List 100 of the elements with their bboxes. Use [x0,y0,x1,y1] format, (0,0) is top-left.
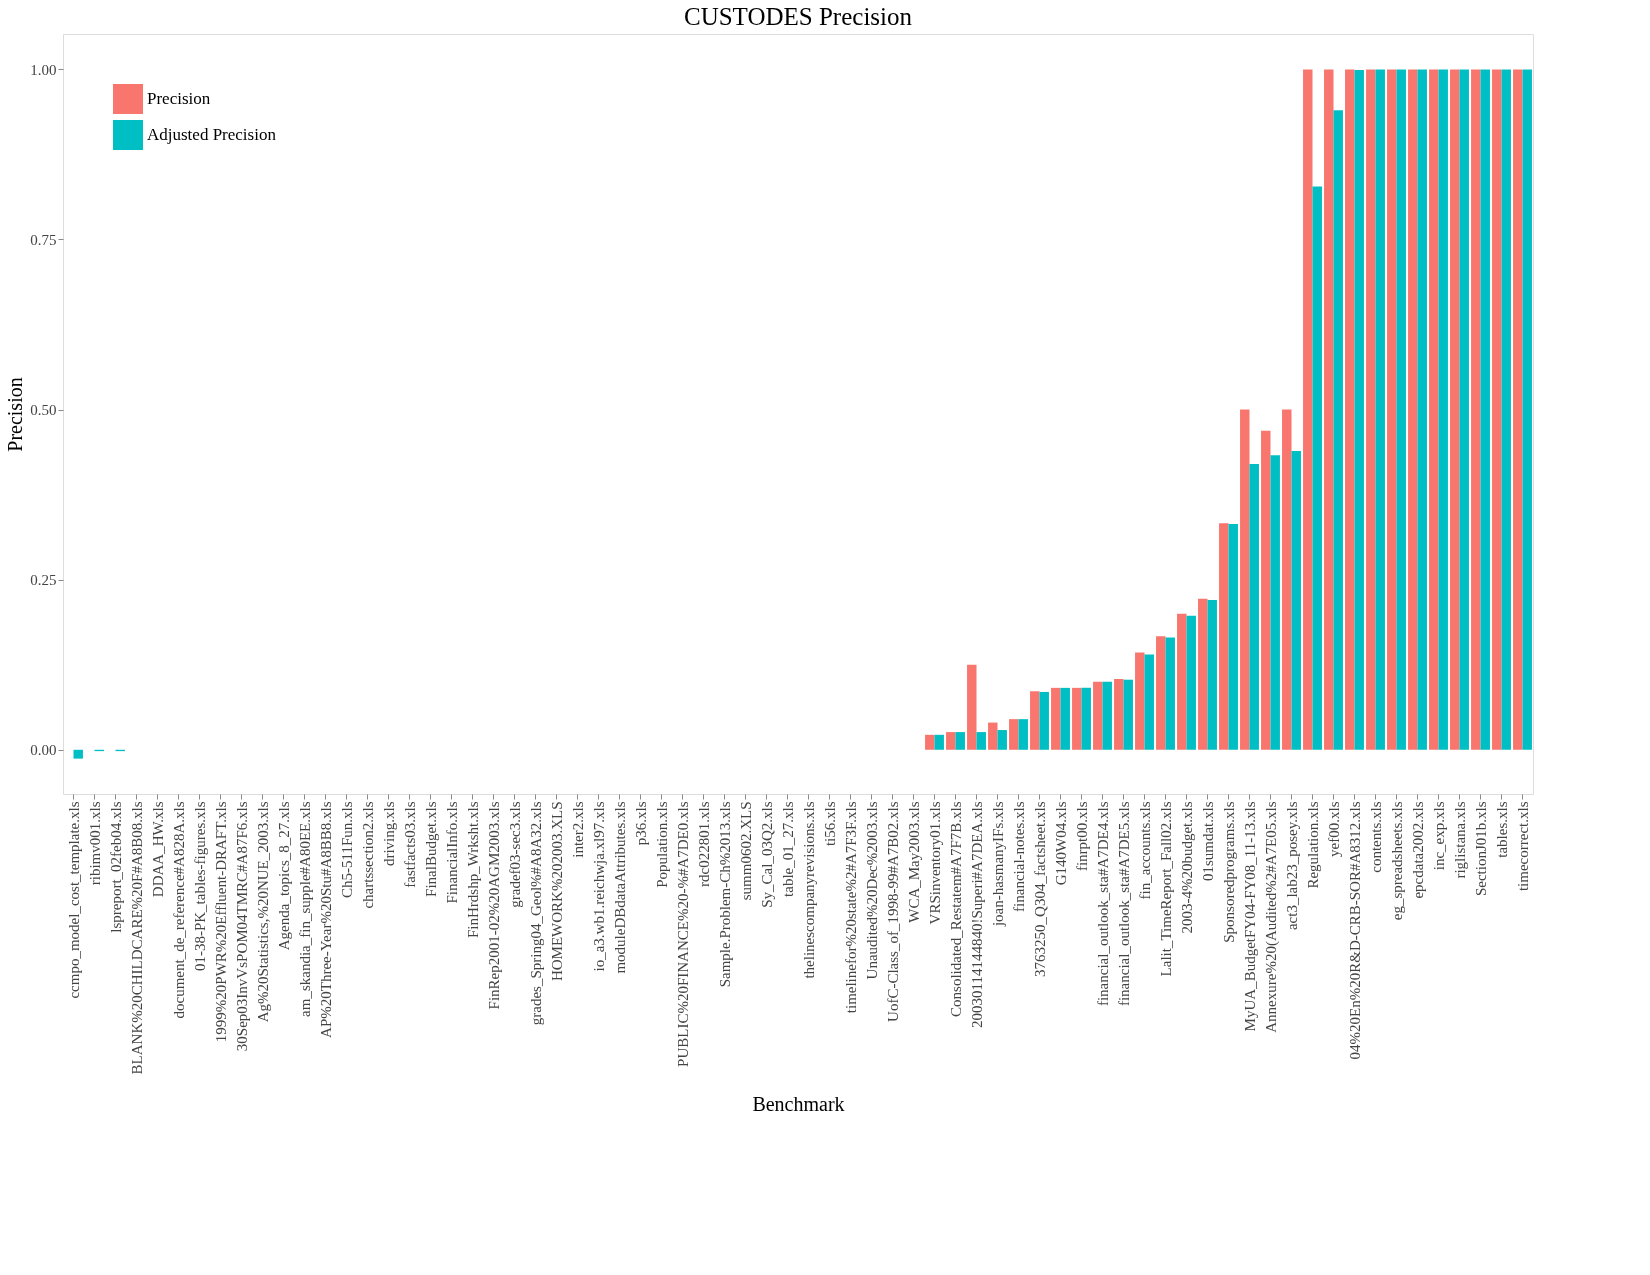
x-tick-label: Consolidated_Restatem#A7F7B.xls [947,801,964,1017]
bar [1501,69,1511,750]
x-tick-label: ccmpo_model_cost_template.xls [65,801,82,999]
x-tick-label: 04%20En%20R&D-CRB-SOR#A8312.xls [1346,801,1363,1060]
x-tick-label: Sample.Problem-Ch%2013.xls [716,801,733,988]
bar [1459,69,1469,750]
bar [1429,69,1439,750]
bar [1249,464,1259,750]
x-tick-label: gradef03-sec3.xls [506,801,523,908]
bar [1135,652,1145,750]
x-tick-label: 1999%20PWR%20Effluent-DRAFT.xls [212,801,229,1043]
x-tick-label: 30Sep03InvVsPOM04TMRC#A87F6.xls [233,801,250,1052]
bar [1186,615,1196,750]
bar [1177,613,1187,750]
bar [934,734,944,750]
bar [1366,69,1376,750]
bar [1375,69,1385,750]
x-tick-label: Lalit_TimeReport_Fall02.xls [1157,801,1174,977]
bar [1123,679,1133,750]
legend-label: Precision [147,89,211,108]
x-tick-label: MyUA_BudgetFY04-FY08_11-13.xls [1241,801,1258,1032]
bar [1219,523,1229,750]
bar [1480,69,1490,750]
x-tick-label: fastfacts03.xls [401,801,418,888]
x-tick-label: inter2.xls [569,801,586,858]
bar [1270,455,1280,750]
legend-label: Adjusted Precision [147,125,277,144]
x-tick-label: BLANK%20CHILDCARE%20F#A8B08.xls [128,801,145,1075]
bar [1207,600,1217,750]
x-tick-label: am_skandia_fin_supple#A80EE.xls [296,801,313,1017]
bar [1261,430,1271,750]
x-tick-label: 20030114144840!Superi#A7DEA.xls [968,801,985,1029]
x-tick-label: lspreport_02feb04.xls [107,801,124,933]
x-tick-label: io_a3.wb1.reichwja.xl97.xls [590,801,607,972]
bar [1303,69,1313,750]
x-tick-label: 2003-4%20budget.xls [1178,801,1195,934]
x-tick-label: UofC-Class_of_1998-99#A7B02.xls [884,801,901,1022]
x-tick-label: FinalBudget.xls [422,801,439,897]
x-tick-label: Ag%20Statistics,%20NUE_2003.xls [254,801,271,1023]
bar [1471,69,1481,750]
x-tick-label: PUBLIC%20FINANCE%20-%#A7DE0.xls [674,801,691,1067]
bar [1324,69,1334,750]
bar [1417,69,1427,750]
bar [1144,654,1154,750]
bar [1345,69,1355,750]
x-tick-label: Sy_Cal_03Q2.xls [758,801,775,908]
x-tick-label: inc_exp.xls [1430,801,1447,871]
bar [1093,681,1103,750]
bar [1333,110,1343,750]
bar [1072,687,1082,750]
bar [1387,69,1397,750]
bar [1291,451,1301,750]
y-tick-label: 0.75 [30,231,57,248]
x-tick-label: chartssection2.xls [359,801,376,909]
x-tick-label: act3_lab23_posey.xls [1283,801,1300,931]
x-tick-label: thelinescompanyrevisions.xls [800,801,817,979]
bar [1438,69,1448,750]
bar [946,732,956,750]
x-tick-label: ti56.xls [821,801,838,847]
bar [1228,523,1238,750]
x-tick-label: HOMEWORK%202003.XLS [548,801,565,982]
x-tick-label: Agenda_topics_8_27.xls [275,801,292,951]
x-tick-label: G140W04.xls [1052,801,1069,886]
x-tick-label: 01-38-PK_tables-figures.xls [191,801,208,972]
bar [1165,637,1175,750]
x-tick-label: rdc022801.xls [695,801,712,887]
x-tick-label: AP%20Three-Year%20Stu#A8BB8.xls [317,801,334,1038]
bar [1156,636,1166,750]
bar [1513,69,1523,750]
y-axis-title: Precision [4,377,27,452]
x-tick-label: WCA_May2003.xls [905,801,922,923]
x-tick-label: document_de_reference#A828A.xls [170,801,187,1019]
bar [925,734,935,750]
y-tick-label: 0.50 [30,402,57,419]
x-tick-label: summ0602.XLS [737,801,754,901]
bar [1408,69,1418,750]
x-tick-label: financial_outlook_sta#A7DE5.xls [1115,801,1132,1007]
x-tick-label: eg_spreadsheets.xls [1388,801,1405,921]
bar [1009,719,1019,750]
x-tick-label: FinHrdshp_Wrksht.xls [464,801,481,938]
x-tick-label: contents.xls [1367,801,1384,873]
bar [955,732,965,750]
x-tick-label: fin_accounts.xls [1136,801,1153,900]
x-tick-label: tables.xls [1493,801,1510,858]
x-tick-label: moduleDBdataAttributes.xls [611,801,628,974]
x-tick-label: driving.xls [380,801,397,867]
x-tick-label: epcdata2002.xls [1409,801,1426,899]
x-axis-title: Benchmark [752,1092,845,1115]
x-tick-label: Unaudited%20Dec%2003.xls [863,801,880,980]
x-tick-label: Regulation.xls [1304,801,1321,889]
x-tick-label: Sponsoredprograms.xls [1220,801,1237,943]
x-tick-label: financial_outlook_sta#A7DE4.xls [1094,801,1111,1007]
bar [1039,691,1049,750]
chart-title: CUSTODES Precision [683,3,913,30]
bar [976,732,986,750]
bar [1102,681,1112,750]
bar [1030,691,1040,750]
bar [1051,687,1061,750]
bar [1522,69,1532,750]
x-tick-label: yef00.xls [1325,801,1342,857]
